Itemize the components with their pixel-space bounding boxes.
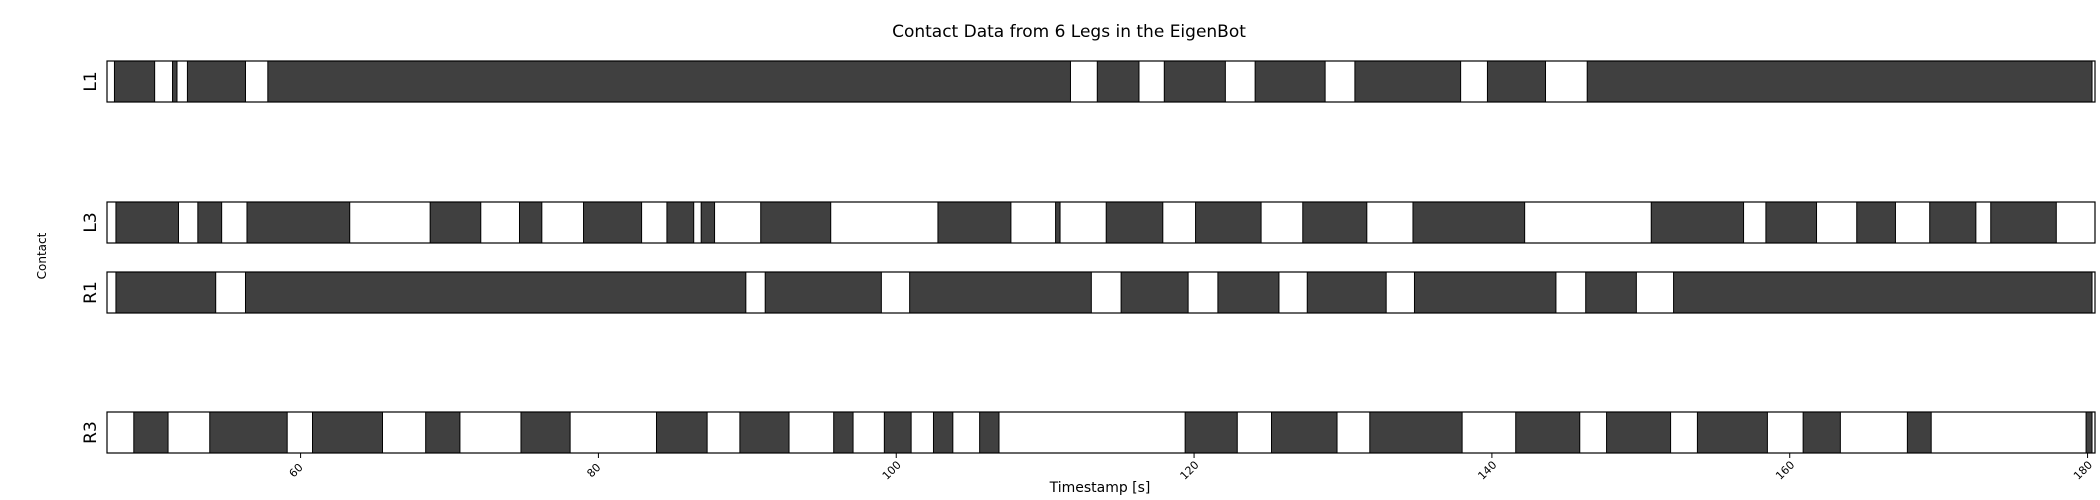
contact-segment bbox=[909, 271, 1092, 314]
contact-segment bbox=[246, 201, 351, 244]
contact-segment bbox=[133, 411, 169, 454]
contact-segment bbox=[197, 201, 223, 244]
contact-segment bbox=[1354, 60, 1462, 103]
contact-segment bbox=[1302, 201, 1368, 244]
contact-segment bbox=[312, 411, 383, 454]
contact-segment bbox=[764, 271, 882, 314]
contact-segment bbox=[113, 60, 156, 103]
y-axis-label: Contact bbox=[35, 232, 49, 279]
contact-segment bbox=[1929, 201, 1977, 244]
contact-segment bbox=[1585, 271, 1637, 314]
contact-segment bbox=[1254, 60, 1326, 103]
contact-segment bbox=[1306, 271, 1387, 314]
panel-frame bbox=[106, 271, 2096, 314]
panel-l3: L3 bbox=[81, 201, 2096, 244]
contact-segment bbox=[979, 411, 1000, 454]
panel-background bbox=[107, 412, 2095, 453]
x-tick-label: 140 bbox=[1475, 459, 1499, 483]
contact-segment bbox=[883, 411, 912, 454]
x-tick-label: 180 bbox=[2071, 459, 2095, 483]
contact-segment bbox=[1650, 201, 1745, 244]
contact-segment bbox=[1696, 411, 1768, 454]
contact-segment bbox=[1184, 411, 1238, 454]
contact-segment bbox=[1765, 201, 1818, 244]
panel-frame bbox=[106, 60, 2096, 103]
contact-segment bbox=[429, 201, 482, 244]
contact-segment bbox=[1369, 411, 1463, 454]
leg-label-r1: R1 bbox=[81, 281, 101, 304]
x-tick-label: 60 bbox=[287, 461, 306, 480]
leg-label-r3: R3 bbox=[81, 421, 101, 444]
contact-segment bbox=[186, 60, 246, 103]
contact-segment bbox=[1802, 411, 1841, 454]
contact-segment bbox=[115, 201, 179, 244]
contact-segment bbox=[1515, 411, 1581, 454]
contact-segment bbox=[425, 411, 461, 454]
chart-title: Contact Data from 6 Legs in the EigenBot bbox=[892, 22, 1246, 42]
contact-segment bbox=[1486, 60, 1547, 103]
contact-segment bbox=[937, 201, 1012, 244]
contact-segment bbox=[1586, 60, 2093, 103]
contact-segment bbox=[700, 201, 716, 244]
contact-segment bbox=[1856, 201, 1896, 244]
contact-segment bbox=[1163, 60, 1226, 103]
contact-segment bbox=[1271, 411, 1338, 454]
contact-segment bbox=[833, 411, 854, 454]
contact-segment bbox=[209, 411, 288, 454]
contact-segment bbox=[1673, 271, 2093, 314]
x-tick-label: 160 bbox=[1773, 459, 1797, 483]
contact-segment bbox=[1412, 201, 1526, 244]
contact-segment bbox=[1195, 201, 1262, 244]
leg-panels: L1 L3 R1 R3 bbox=[81, 60, 2096, 454]
contact-segment bbox=[2085, 411, 2093, 454]
panel-r1: R1 bbox=[81, 271, 2096, 314]
contact-segment bbox=[244, 271, 747, 314]
contact-segment bbox=[1906, 411, 1932, 454]
contact-segment bbox=[1217, 271, 1280, 314]
contact-segment bbox=[518, 201, 543, 244]
contact-segment bbox=[172, 60, 178, 103]
contact-segment bbox=[115, 271, 217, 314]
panel-frame bbox=[106, 201, 2096, 244]
x-tick-label: 100 bbox=[880, 459, 904, 483]
contact-segment bbox=[1105, 201, 1164, 244]
contact-segment bbox=[1120, 271, 1189, 314]
contact-segment bbox=[583, 201, 643, 244]
panel-l1: L1 bbox=[81, 60, 2096, 103]
contact-segment bbox=[739, 411, 790, 454]
contact-segment bbox=[760, 201, 832, 244]
x-axis: 60 80 100 120 140 160 180 bbox=[287, 453, 2095, 483]
contact-segment bbox=[1055, 201, 1061, 244]
contact-segment bbox=[1413, 271, 1557, 314]
panel-r3: R3 bbox=[81, 411, 2096, 454]
contact-segment bbox=[520, 411, 571, 454]
contact-segment bbox=[655, 411, 708, 454]
contact-segment bbox=[1096, 60, 1140, 103]
x-axis-label: Timestamp [s] bbox=[1049, 480, 1151, 496]
contact-segment bbox=[932, 411, 954, 454]
leg-label-l1: L1 bbox=[81, 71, 101, 91]
x-tick-label: 80 bbox=[584, 461, 603, 480]
x-tick-label: 120 bbox=[1178, 459, 1202, 483]
panel-frame bbox=[106, 411, 2096, 454]
contact-segment bbox=[1606, 411, 1672, 454]
contact-segment bbox=[666, 201, 695, 244]
contact-segment bbox=[1990, 201, 2057, 244]
contact-segment bbox=[267, 60, 1071, 103]
leg-label-l3: L3 bbox=[81, 212, 101, 232]
